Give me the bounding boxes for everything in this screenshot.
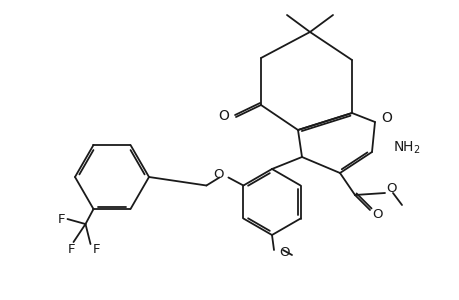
Text: O: O (380, 111, 391, 125)
Text: F: F (67, 242, 75, 256)
Text: F: F (58, 212, 65, 226)
Text: F: F (93, 242, 100, 256)
Text: O: O (213, 168, 223, 181)
Text: NH$_2$: NH$_2$ (392, 140, 420, 156)
Text: O: O (218, 109, 229, 123)
Text: O: O (279, 247, 289, 260)
Text: O: O (371, 208, 382, 221)
Text: O: O (385, 182, 396, 196)
